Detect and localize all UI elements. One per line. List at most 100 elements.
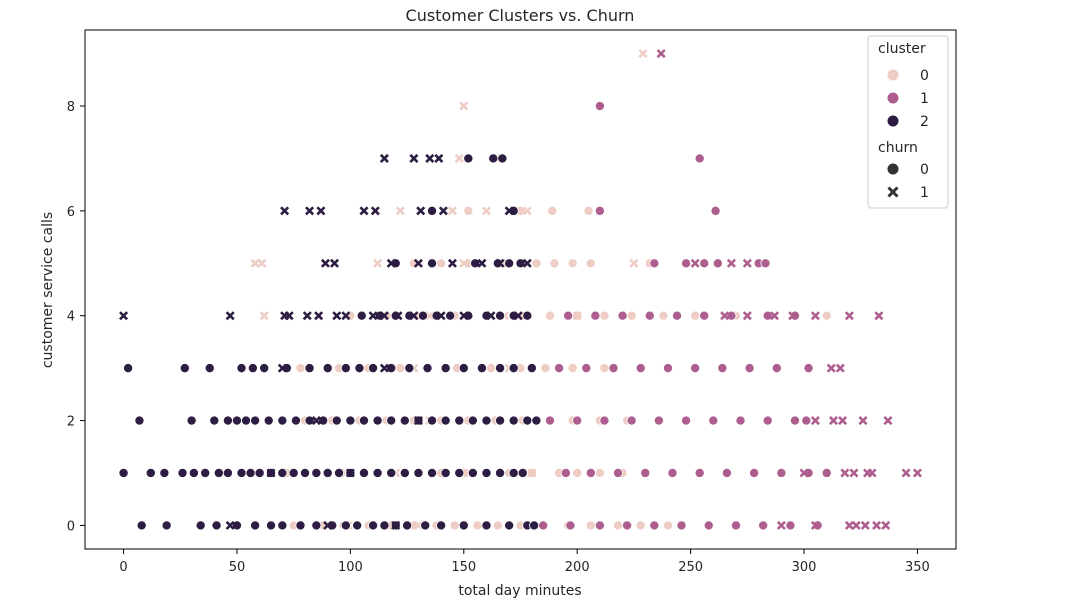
data-point — [454, 467, 465, 478]
data-point — [644, 310, 655, 321]
data-point — [583, 205, 594, 216]
data-point — [266, 468, 276, 478]
data-point — [508, 363, 519, 374]
legend-label: 1 — [920, 91, 929, 107]
data-point — [340, 363, 351, 374]
data-point — [470, 258, 481, 269]
plot-frame — [84, 29, 957, 550]
data-point — [662, 363, 673, 374]
data-point — [635, 520, 646, 531]
data-point — [544, 310, 555, 321]
data-point — [436, 520, 447, 531]
data-point — [810, 311, 820, 321]
x-tick-label: 200 — [565, 560, 590, 575]
data-point — [436, 311, 446, 321]
data-point — [699, 310, 710, 321]
data-point — [613, 520, 624, 531]
y-tick-label: 2 — [67, 415, 75, 430]
data-point — [445, 310, 456, 321]
data-point — [368, 311, 378, 321]
data-point — [427, 258, 438, 269]
data-point — [209, 415, 220, 426]
data-point — [703, 520, 714, 531]
data-point — [161, 520, 172, 531]
legend-box — [867, 35, 949, 209]
legend-marker — [887, 163, 899, 175]
data-point — [449, 520, 460, 531]
y-tick-label: 4 — [67, 310, 75, 325]
data-point — [447, 258, 457, 268]
data-point — [495, 415, 506, 426]
data-point — [386, 467, 397, 478]
data-point — [608, 363, 619, 374]
data-point — [413, 258, 423, 268]
data-point — [277, 467, 288, 478]
data-point — [304, 363, 315, 374]
data-point — [334, 467, 345, 478]
data-point — [245, 467, 256, 478]
data-point — [427, 205, 438, 216]
data-point — [295, 363, 306, 374]
data-point — [368, 520, 379, 531]
data-point — [145, 467, 156, 478]
data-point — [488, 153, 499, 164]
legend-churn-0: 0 — [887, 162, 929, 178]
data-point — [379, 520, 390, 531]
data-point — [416, 206, 426, 216]
data-point — [495, 467, 506, 478]
data-point — [717, 363, 728, 374]
legend-marker — [887, 186, 899, 198]
data-point — [881, 520, 891, 530]
data-point — [508, 415, 519, 426]
data-point — [653, 415, 664, 426]
data-point — [849, 468, 859, 478]
data-point — [585, 258, 596, 269]
data-point — [874, 311, 884, 321]
data-point — [481, 206, 491, 216]
data-point — [812, 520, 823, 531]
data-point — [851, 520, 861, 530]
data-point — [425, 311, 435, 321]
data-point — [467, 467, 478, 478]
data-point — [329, 258, 340, 268]
data-point — [835, 363, 845, 373]
data-point — [195, 520, 206, 531]
data-point — [742, 311, 752, 321]
data-point — [821, 310, 832, 321]
data-point — [320, 258, 330, 268]
data-point — [522, 415, 533, 426]
x-axis-title: total day minutes — [458, 583, 581, 599]
data-point — [712, 258, 723, 269]
data-point — [395, 206, 405, 216]
data-point — [284, 311, 294, 321]
data-point — [409, 153, 419, 163]
data-point — [288, 467, 299, 478]
data-point — [481, 415, 492, 426]
data-point — [826, 363, 836, 373]
data-point — [710, 205, 721, 216]
data-point — [613, 467, 624, 478]
data-point — [635, 363, 646, 374]
data-point — [810, 520, 820, 530]
data-point — [810, 416, 820, 426]
data-point — [867, 468, 877, 478]
data-point — [594, 205, 605, 216]
data-point — [771, 363, 782, 374]
data-point — [803, 363, 814, 374]
data-point — [454, 153, 464, 163]
data-point — [497, 153, 508, 164]
legend-churn-title: churn — [878, 140, 918, 156]
y-tick-label: 0 — [67, 519, 75, 534]
data-point — [316, 206, 326, 216]
legend-label: 0 — [920, 162, 929, 178]
data-point — [486, 311, 496, 321]
data-point — [554, 363, 565, 374]
data-point — [726, 258, 736, 268]
data-point — [735, 415, 746, 426]
data-point — [860, 520, 870, 530]
legend-label: 0 — [920, 68, 929, 84]
data-point — [427, 415, 438, 426]
data-point — [314, 311, 324, 321]
data-point — [838, 416, 848, 426]
